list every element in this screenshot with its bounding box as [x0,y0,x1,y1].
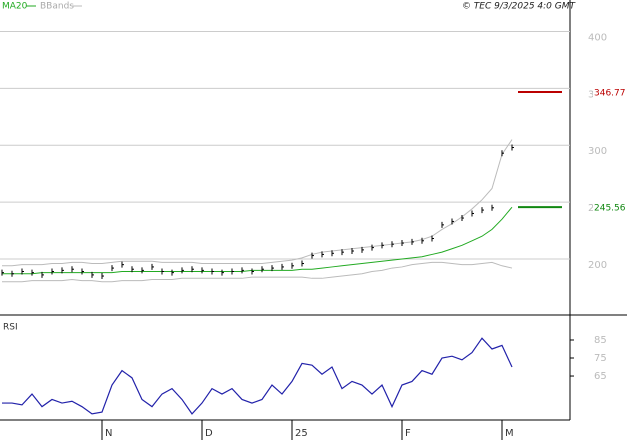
y-tick-label: 400 [588,33,607,44]
x-tick-label: F [405,428,411,439]
level-label: 245.56 [594,204,626,214]
x-tick-label: N [105,428,112,439]
ma20-line [2,206,513,275]
bollinger-band [2,139,513,267]
x-tick-label: M [505,428,514,439]
legend-ma20: MA20 [2,2,28,12]
x-tick-label: D [205,428,213,439]
rsi-line [2,337,513,415]
bollinger-band [2,261,513,283]
panel-title: RSI [3,323,18,333]
y-tick-label: 65 [594,371,607,382]
level-label: 346.77 [594,89,626,99]
y-tick-label: 75 [594,353,607,364]
copyright: © TEC 9/3/2025 4:0 GMT [462,2,577,12]
y-tick-label: 300 [588,146,607,157]
legend-bbands: BBands [40,2,74,12]
level-label-bg [593,86,627,99]
y-tick-label: 200 [588,260,607,271]
y-tick-label: 85 [594,335,607,346]
level-label-bg [593,201,627,214]
x-tick-label: 25 [295,428,308,439]
